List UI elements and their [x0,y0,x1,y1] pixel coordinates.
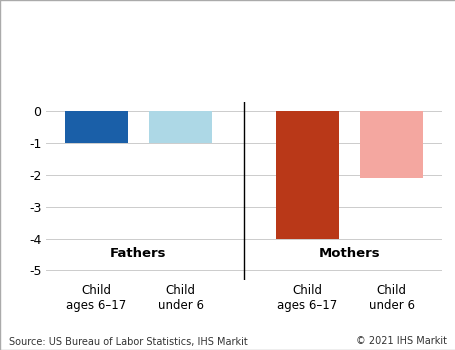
Text: Labor force participation rate changes for US: Labor force participation rate changes f… [14,27,402,41]
Text: parents (% change from Jan 2020 to Feb 2021): parents (% change from Jan 2020 to Feb 2… [14,62,414,76]
Text: Source: US Bureau of Labor Statistics, IHS Markit: Source: US Bureau of Labor Statistics, I… [9,336,248,346]
Bar [149,111,212,143]
Bar [65,111,127,143]
Bar [275,111,338,239]
Text: Fathers: Fathers [110,246,167,260]
Text: Mothers: Mothers [318,246,379,260]
Text: © 2021 IHS Markit: © 2021 IHS Markit [355,336,446,346]
Bar [359,111,422,178]
